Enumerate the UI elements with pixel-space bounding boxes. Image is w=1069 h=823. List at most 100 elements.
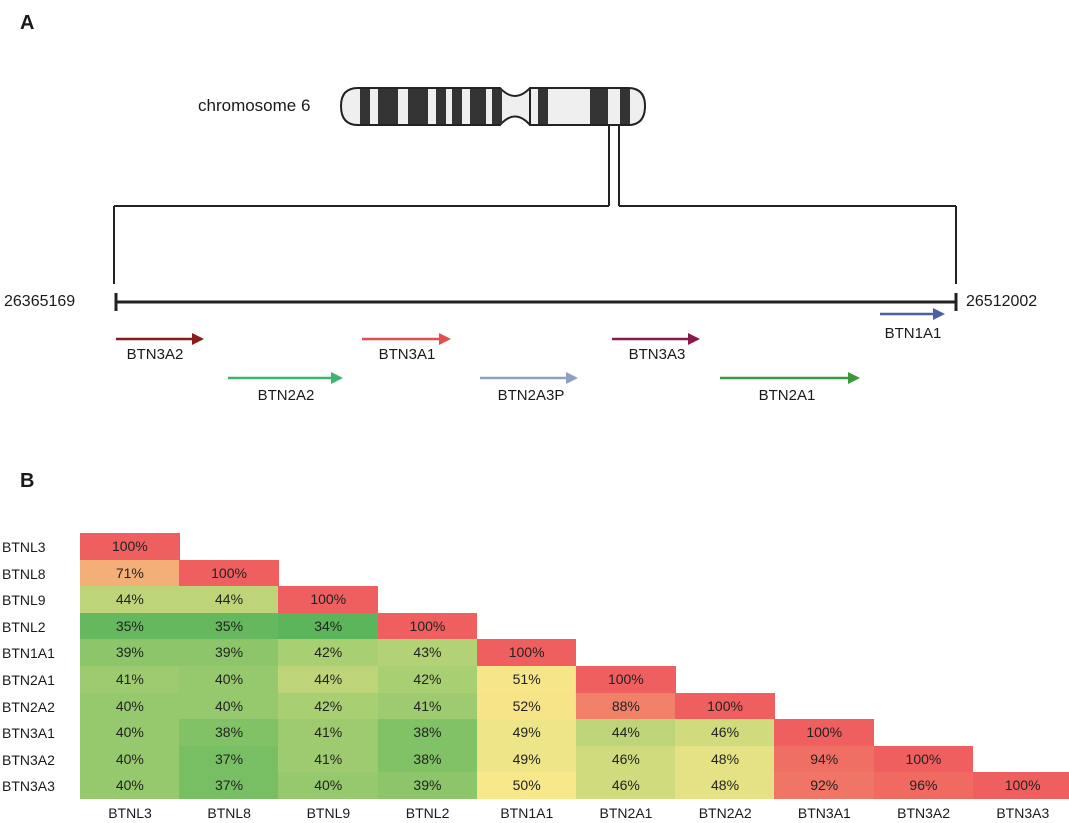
heatmap-cell: 39% (80, 639, 180, 667)
genomic-axis (114, 293, 958, 311)
row-label: BTN1A1 (2, 645, 55, 662)
heatmap-cell: 100% (179, 559, 279, 587)
gene-arrowhead-btn3a3 (688, 333, 700, 345)
start-coordinate: 26365169 (4, 293, 76, 310)
chromosome-band (590, 89, 608, 124)
chromosome-band (620, 89, 630, 124)
heatmap-cell: 100% (476, 639, 577, 667)
column-label: BTN3A3 (996, 805, 1050, 821)
chromosome-band (408, 89, 428, 124)
heatmap-cell: 100% (675, 692, 775, 720)
gene-label-btn3a2: BTN3A2 (126, 346, 184, 363)
heatmap-cell: 52% (476, 692, 577, 720)
heatmap-cell: 46% (576, 772, 676, 800)
heatmap-cell: 100% (774, 719, 875, 747)
gene-label-btn2a2: BTN2A2 (257, 387, 315, 404)
heatmap-cell: 100% (873, 745, 974, 773)
heatmap-cell: 44% (576, 719, 676, 747)
gene-arrowhead-btn2a3p (566, 372, 578, 384)
gene-arrowhead-btn3a1 (439, 333, 451, 345)
heatmap-cell: 51% (476, 666, 577, 694)
row-label: BTNL3 (2, 539, 46, 555)
gene-label-btn2a3p: BTN2A3P (497, 387, 565, 404)
row-label: BTN3A1 (2, 725, 55, 742)
heatmap-cell: 40% (80, 745, 180, 773)
heatmap-cell: 94% (774, 745, 875, 773)
heatmap-cell: 100% (972, 772, 1069, 800)
heatmap-cell: 39% (179, 639, 279, 667)
column-label: BTN2A1 (599, 805, 653, 821)
chromosome-band (470, 89, 486, 124)
column-label: BTNL9 (306, 805, 351, 821)
chromosome-band (436, 89, 446, 124)
locus-diagram (113, 87, 958, 384)
column-label: BTN3A2 (897, 805, 951, 821)
heatmap-cell: 37% (179, 745, 279, 773)
gene-arrowhead-btn2a1 (848, 372, 860, 384)
row-label: BTNL2 (2, 618, 46, 635)
chromosome-band (452, 89, 462, 124)
heatmap-cell: 49% (476, 719, 577, 747)
gene-arrowhead-btn1a1 (933, 308, 945, 320)
chromosome-band (492, 89, 502, 124)
heatmap-cell: 46% (675, 719, 775, 747)
heatmap-cell: 41% (80, 666, 180, 694)
end-coordinate: 26512002 (966, 293, 1038, 310)
heatmap-cell: 37% (179, 772, 279, 800)
gene-label-btn3a1: BTN3A1 (378, 346, 436, 363)
heatmap-cell: 42% (377, 666, 478, 694)
heatmap-cell: 39% (377, 772, 478, 800)
gene-label-btn1a1: BTN1A1 (884, 325, 942, 342)
heatmap-cell: 50% (476, 772, 577, 800)
column-label: BTNL8 (207, 805, 251, 821)
gene-label-btn2a1: BTN2A1 (758, 387, 816, 404)
heatmap-cell: 40% (80, 772, 180, 800)
column-label: BTN1A1 (500, 805, 554, 821)
row-label: BTN3A2 (2, 751, 55, 768)
column-label: BTN3A1 (797, 805, 851, 821)
heatmap-cell: 40% (179, 692, 279, 720)
heatmap-cell: 44% (80, 586, 180, 614)
heatmap-cell: 40% (179, 666, 279, 694)
column-label: BTNL2 (405, 805, 450, 821)
row-label: BTN2A2 (2, 698, 55, 715)
heatmap-cell: 43% (377, 639, 478, 667)
heatmap-cell: 100% (80, 533, 180, 561)
heatmap-cell: 38% (179, 719, 279, 747)
heatmap-cell: 40% (278, 772, 379, 800)
heatmap-cell: 48% (675, 745, 775, 773)
heatmap-cell: 100% (576, 666, 676, 694)
heatmap-cell: 40% (80, 719, 180, 747)
heatmap-cell: 49% (476, 745, 577, 773)
zoom-bracket (113, 126, 957, 284)
heatmap-cell: 42% (278, 639, 379, 667)
heatmap-cell: 38% (377, 745, 478, 773)
chromosome-ideogram (339, 87, 647, 126)
heatmap-cell: 41% (278, 745, 379, 773)
heatmap-cell: 35% (179, 612, 279, 640)
heatmap-cell: 38% (377, 719, 478, 747)
row-label: BTNL9 (2, 592, 46, 609)
heatmap-cell: 41% (278, 719, 379, 747)
column-label: BTNL3 (108, 805, 152, 821)
heatmap-cell: 46% (576, 745, 676, 773)
heatmap-cell: 34% (278, 612, 379, 640)
heatmap-cell: 44% (278, 666, 379, 694)
row-label: BTN2A1 (2, 672, 55, 688)
row-label: BTN3A3 (2, 778, 55, 795)
heatmap-cell: 35% (80, 612, 180, 640)
gene-label-btn3a3: BTN3A3 (628, 346, 686, 363)
heatmap-cell: 44% (179, 586, 279, 614)
heatmap-cell: 40% (80, 692, 180, 720)
chromosome-band (378, 89, 398, 124)
heatmap-cell: 42% (278, 692, 379, 720)
heatmap-cell: 48% (675, 772, 775, 800)
heatmap-cell: 92% (774, 772, 875, 800)
chromosome-band (360, 89, 370, 124)
chromosome-label: chromosome 6 (198, 96, 311, 115)
heatmap-cell: 100% (278, 586, 379, 614)
panel-label-b: B (20, 470, 35, 492)
column-label: BTN2A2 (698, 805, 752, 821)
row-label: BTNL8 (2, 565, 46, 582)
heatmap-cell: 88% (576, 692, 676, 720)
